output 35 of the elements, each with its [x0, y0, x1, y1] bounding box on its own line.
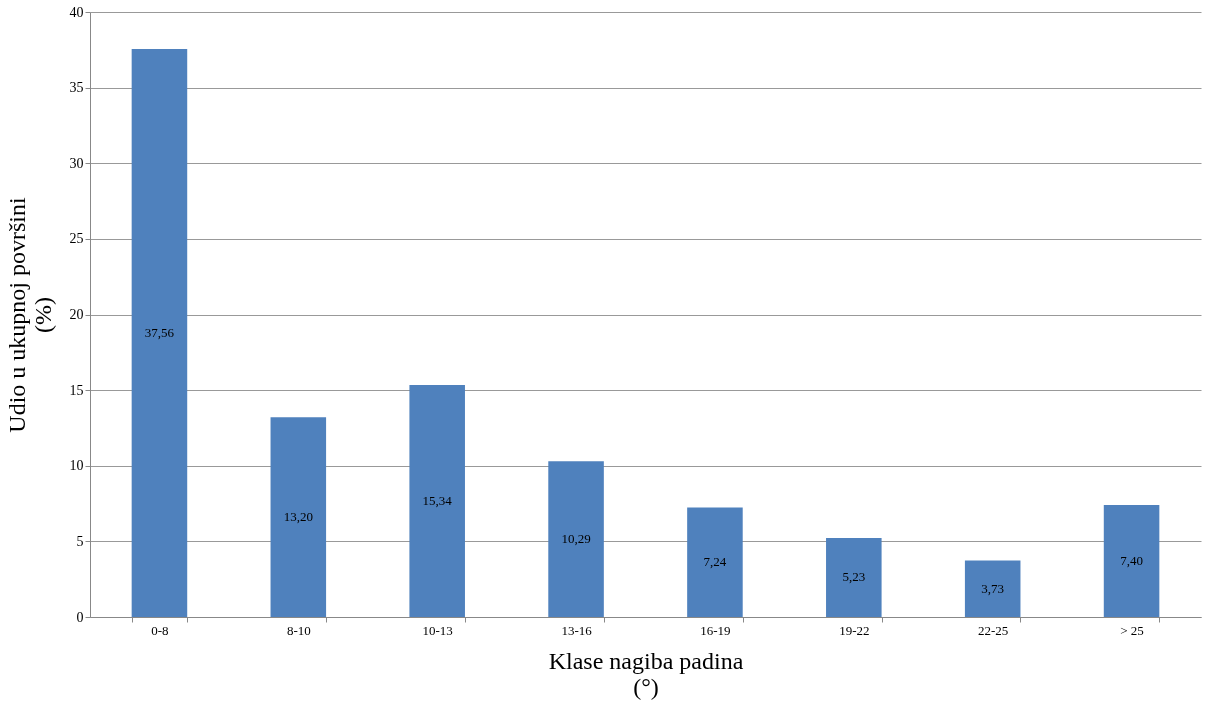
bar	[131, 48, 188, 617]
bar	[687, 507, 743, 617]
y-tick-label: 20	[69, 307, 84, 322]
y-tick-label: 30	[69, 155, 84, 171]
bar	[964, 560, 1021, 617]
y-tick-label: 35	[69, 80, 84, 96]
data-label: 3,73	[981, 580, 1005, 596]
bar	[548, 461, 604, 617]
x-tick-label: 16-19	[700, 622, 731, 638]
data-label: 37,56	[144, 324, 175, 340]
y-tick-label: 25	[69, 231, 84, 247]
y-tick-label: 0	[76, 609, 84, 625]
bar	[1103, 505, 1160, 617]
x-tick-label: 13-16	[561, 622, 593, 638]
data-label: 13,20	[283, 509, 313, 525]
data-label: 7,24	[703, 554, 727, 570]
data-label: 15,34	[422, 492, 453, 508]
y-tick-label: 10	[69, 458, 84, 474]
data-label: 5,23	[842, 569, 866, 585]
x-axis-title: Klase nagiba padina (°)	[548, 647, 744, 700]
y-tick-label: 40	[69, 4, 84, 20]
y-tick-label: 5	[76, 533, 84, 549]
data-label: 7,40	[1120, 553, 1143, 569]
x-tick-label: > 25	[1120, 622, 1144, 638]
x-tick-label: 19-22	[839, 622, 870, 638]
x-tick-label: 22-25	[978, 622, 1009, 638]
x-tick-label: 10-13	[422, 622, 453, 638]
bar	[826, 537, 882, 617]
y-tick-label: 15	[69, 382, 84, 398]
y-axis-title: Udio u ukupnoj površini (%)	[3, 197, 56, 433]
x-tick-label: 8-10	[286, 622, 311, 638]
data-label: 10,29	[561, 531, 591, 547]
x-tick-label: 0-8	[151, 622, 169, 638]
bar	[409, 384, 465, 617]
bar	[270, 417, 327, 617]
